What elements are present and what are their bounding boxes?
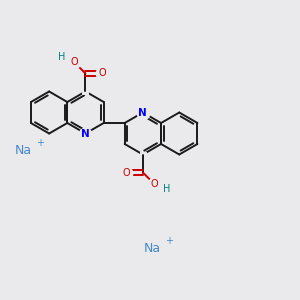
Text: Na: Na [15, 143, 32, 157]
Text: O: O [70, 57, 78, 67]
Text: H: H [58, 52, 66, 62]
Text: +: + [165, 236, 173, 247]
Text: +: + [36, 137, 44, 148]
Text: Na: Na [144, 242, 161, 256]
Text: H: H [163, 184, 170, 194]
Text: O: O [98, 68, 106, 79]
Text: O: O [123, 167, 130, 178]
Text: N: N [81, 128, 90, 139]
Text: N: N [139, 107, 147, 118]
Text: O: O [151, 179, 158, 189]
